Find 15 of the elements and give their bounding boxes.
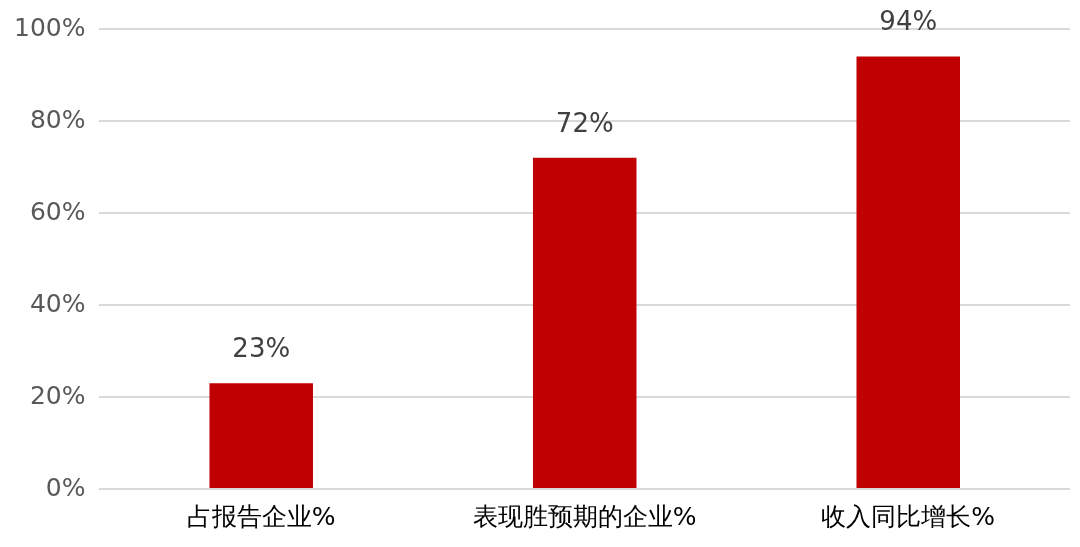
y-tick-label: 0%: [45, 472, 86, 502]
bar: [856, 56, 961, 488]
y-tick-label: 80%: [29, 104, 86, 134]
data-label: 72%: [555, 107, 614, 138]
y-tick-label: 40%: [29, 288, 86, 318]
bar: [532, 157, 637, 488]
x-tick-label: 占报告企业%: [186, 501, 336, 531]
y-tick-label: 100%: [13, 12, 86, 42]
data-label: 94%: [879, 6, 938, 37]
data-label: 23%: [232, 332, 291, 363]
bar: [209, 383, 313, 488]
y-tick-label: 20%: [29, 380, 86, 410]
x-tick-label: 表现胜预期的企业%: [472, 501, 697, 531]
y-tick-label: 60%: [29, 196, 86, 226]
x-tick-label: 收入同比增长%: [821, 501, 996, 531]
